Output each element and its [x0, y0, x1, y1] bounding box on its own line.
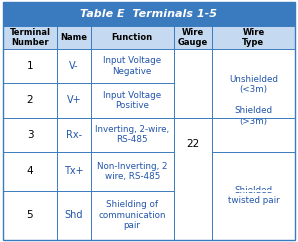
Text: Shd: Shd	[65, 210, 83, 220]
Text: Input Voltage
Negative: Input Voltage Negative	[103, 56, 161, 76]
Text: Unshielded
(<3m)

Shielded
(>3m): Unshielded (<3m) Shielded (>3m)	[229, 75, 278, 126]
Bar	[212, 82, 295, 84]
Bar	[174, 83, 212, 118]
Bar	[57, 83, 91, 118]
Bar	[3, 191, 57, 240]
Text: 22: 22	[186, 139, 199, 149]
Text: Terminal
Number: Terminal Number	[10, 28, 50, 47]
Bar	[91, 26, 174, 49]
Bar	[212, 49, 295, 83]
Text: 1: 1	[27, 61, 33, 71]
Bar	[212, 117, 295, 118]
Bar	[91, 191, 174, 240]
Text: V-: V-	[69, 61, 79, 71]
Bar	[174, 118, 212, 152]
Text: V+: V+	[66, 95, 81, 105]
Text: 4: 4	[27, 166, 33, 176]
Bar	[91, 83, 174, 118]
Text: Rx-: Rx-	[66, 130, 82, 140]
Bar	[91, 118, 174, 152]
Bar	[57, 26, 91, 49]
Bar	[3, 2, 295, 26]
Bar	[57, 49, 91, 83]
Bar	[212, 191, 295, 240]
Bar	[57, 191, 91, 240]
Bar	[3, 152, 57, 191]
Bar	[212, 26, 295, 49]
Text: Non-Inverting, 2
wire, RS-485: Non-Inverting, 2 wire, RS-485	[97, 162, 167, 181]
Bar	[57, 152, 91, 191]
Bar	[174, 26, 212, 49]
Bar	[3, 26, 57, 49]
Text: 5: 5	[27, 210, 33, 220]
Text: Table E  Terminals 1-5: Table E Terminals 1-5	[80, 9, 218, 19]
Text: Input Voltage
Positive: Input Voltage Positive	[103, 91, 161, 110]
Bar	[212, 118, 295, 152]
Bar	[174, 82, 212, 84]
Bar	[212, 152, 295, 191]
Text: Inverting, 2-wire,
RS-485: Inverting, 2-wire, RS-485	[95, 125, 169, 144]
Bar	[212, 190, 295, 191]
Text: Shielded
twisted pair: Shielded twisted pair	[228, 186, 279, 205]
Bar	[3, 49, 57, 83]
Bar	[91, 152, 174, 191]
Bar	[57, 118, 91, 152]
Bar	[174, 152, 212, 191]
Bar	[174, 190, 212, 191]
Bar	[174, 117, 212, 118]
Bar	[3, 83, 57, 118]
Bar	[174, 49, 212, 83]
Bar	[3, 118, 57, 152]
Text: Function: Function	[112, 33, 153, 42]
Text: Wire
Gauge: Wire Gauge	[178, 28, 208, 47]
Text: 3: 3	[27, 130, 33, 140]
Bar	[174, 151, 212, 153]
Text: 2: 2	[27, 95, 33, 105]
Text: Name: Name	[60, 33, 87, 42]
Bar	[212, 83, 295, 118]
Bar	[174, 191, 212, 240]
Bar	[91, 49, 174, 83]
Text: Wire
Type: Wire Type	[242, 28, 265, 47]
Text: Shielding of
communication
pair: Shielding of communication pair	[98, 200, 166, 230]
Text: Tx+: Tx+	[64, 166, 84, 176]
